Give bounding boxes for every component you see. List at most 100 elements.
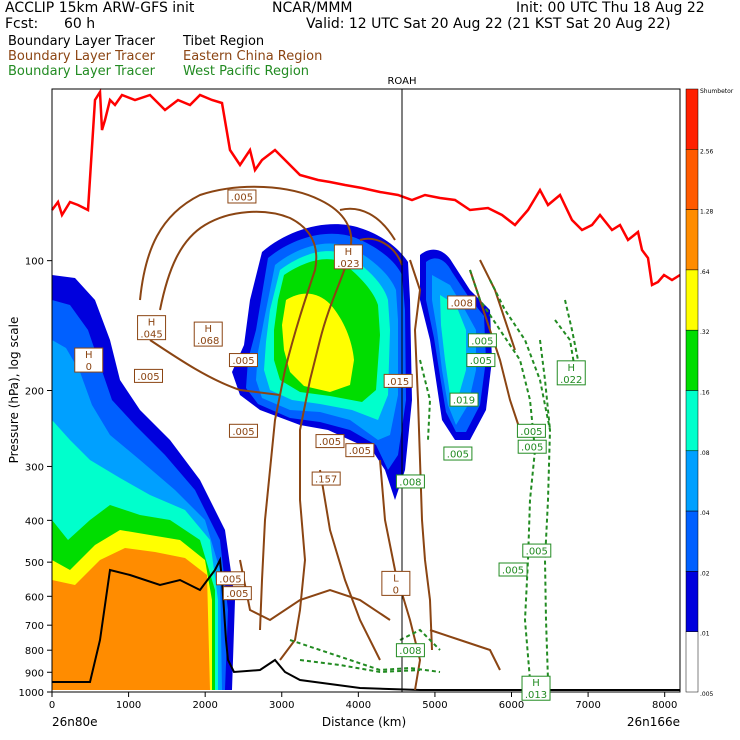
colorbar-swatch — [685, 510, 699, 572]
contour-label-box — [381, 570, 411, 596]
x-tick-label: 6000 — [499, 700, 524, 711]
contour-label: .005 — [517, 439, 547, 454]
contour-label: .157 — [311, 471, 341, 486]
contour-label-box — [228, 353, 258, 368]
contour-label-text: 0 — [393, 585, 399, 596]
y-tick-label: 1000 — [19, 688, 44, 699]
x-tick-label: 4000 — [346, 700, 371, 711]
contour-label-box — [521, 675, 551, 701]
contour-label-box — [383, 373, 413, 388]
contour-label-box — [517, 439, 547, 454]
contour-label: H.068 — [193, 321, 223, 347]
contour-label-box — [315, 434, 345, 449]
contour-label: .005 — [466, 353, 496, 368]
colorbar-label: .01 — [700, 631, 710, 638]
colorbar-swatch — [685, 209, 699, 271]
colorbar-swatch — [685, 450, 699, 512]
contour-label: .005 — [516, 423, 546, 438]
contour-label-text: .005 — [232, 356, 254, 367]
contour-label: .005 — [498, 562, 528, 577]
right-endpoint-label: 26n166e — [627, 715, 680, 729]
contour-label-text: .008 — [399, 477, 421, 488]
x-tick-label: 7000 — [575, 700, 600, 711]
colorbar-label: .16 — [700, 390, 710, 397]
y-tick-label: 700 — [25, 621, 44, 632]
contour-label-text: .005 — [226, 589, 248, 600]
colorbar-swatch — [685, 329, 699, 391]
contour-label-text: L — [393, 573, 399, 584]
contour-label: .005 — [345, 443, 375, 458]
contour-label-box — [395, 643, 425, 658]
contour-label: .005 — [215, 571, 245, 586]
contour-label-text: .022 — [560, 375, 582, 386]
contour-label-text: .005 — [447, 450, 469, 461]
contour-label-box — [311, 471, 341, 486]
contour-label: .005 — [222, 586, 252, 601]
colorbar-swatch — [685, 390, 699, 452]
legend-westpac-prefix: Boundary Layer Tracer — [8, 64, 155, 79]
colorbar-swatch — [685, 88, 699, 150]
y-axis-label: Pressure (hPa), log scale — [7, 317, 21, 464]
contour-label: .005 — [133, 368, 163, 383]
contour-label-box — [556, 360, 586, 386]
x-tick-label: 8000 — [652, 700, 677, 711]
colorbar-label: .32 — [700, 329, 710, 336]
contour-label-box — [443, 446, 473, 461]
contour-label-text: .005 — [137, 372, 159, 383]
colorbar-swatch — [685, 571, 699, 632]
contour-label-text: .005 — [219, 574, 241, 585]
colorbar-label: Shumbetor — [700, 88, 734, 95]
roah-label: ROAH — [387, 76, 416, 87]
contour-label: .005 — [315, 434, 345, 449]
colorbar-swatch — [685, 631, 699, 693]
contour-label-text: .045 — [140, 330, 162, 341]
contour-label-text: .005 — [349, 446, 371, 457]
contour-labels: .005H.023H.045H.068.005.005.005.005.005.… — [74, 189, 586, 701]
contour-label-box — [133, 368, 163, 383]
contour-label-text: .005 — [231, 192, 253, 203]
contour-label-box — [333, 244, 363, 270]
y-tick-label: 900 — [25, 668, 44, 679]
axis-ticks: 0 1000 2000 3000 4000 5000 6000 7000 80001002003… — [19, 257, 678, 711]
contour-label-box — [522, 543, 552, 558]
init-time: Init: 00 UTC Thu 18 Aug 22 — [516, 0, 705, 16]
contour-label: H0 — [74, 347, 104, 373]
y-tick-label: 800 — [25, 646, 44, 657]
contour-label-box — [193, 321, 223, 347]
contour-label: H.045 — [137, 315, 167, 341]
y-tick-label: 500 — [25, 558, 44, 569]
legend-tibet-region: Tibet Region — [183, 34, 265, 49]
legend-eastchina-prefix: Boundary Layer Tracer — [8, 49, 155, 64]
x-tick-label: 2000 — [192, 700, 217, 711]
contour-label-box — [449, 392, 479, 407]
colorbar-label: .08 — [700, 450, 710, 457]
contour-label: H.023 — [333, 244, 363, 270]
contour-label-box — [395, 474, 425, 489]
y-tick-label: 600 — [25, 592, 44, 603]
contour-label-box — [227, 189, 257, 204]
contour-label-text: .005 — [526, 547, 548, 558]
contour-label-text: .005 — [520, 427, 542, 438]
contour-label-text: .005 — [471, 336, 493, 347]
colorbar-label: .04 — [700, 510, 710, 517]
contour-label-box — [74, 347, 104, 373]
contour-label-text: .008 — [399, 646, 421, 657]
contour-label: .005 — [228, 353, 258, 368]
fcst-value: 60 h — [64, 16, 96, 32]
valid-time: Valid: 12 UTC Sat 20 Aug 22 (21 KST Sat … — [306, 16, 671, 32]
contour-label-text: .157 — [315, 475, 337, 486]
x-axis-label: Distance (km) — [322, 715, 406, 729]
contour-label-text: .068 — [197, 336, 219, 347]
contour-label-box — [345, 443, 375, 458]
x-tick-label: 1000 — [116, 700, 141, 711]
colorbar-label: .02 — [700, 570, 710, 577]
legend-eastchina-region: Eastern China Region — [183, 49, 323, 64]
colorbar-swatch — [685, 269, 699, 331]
contour-label-box — [498, 562, 528, 577]
contour-label-box — [222, 586, 252, 601]
fcst-label: Fcst: — [5, 16, 39, 32]
contour-label: .008 — [395, 643, 425, 658]
contour-label-text: .005 — [232, 427, 254, 438]
contour-label-box — [215, 571, 245, 586]
